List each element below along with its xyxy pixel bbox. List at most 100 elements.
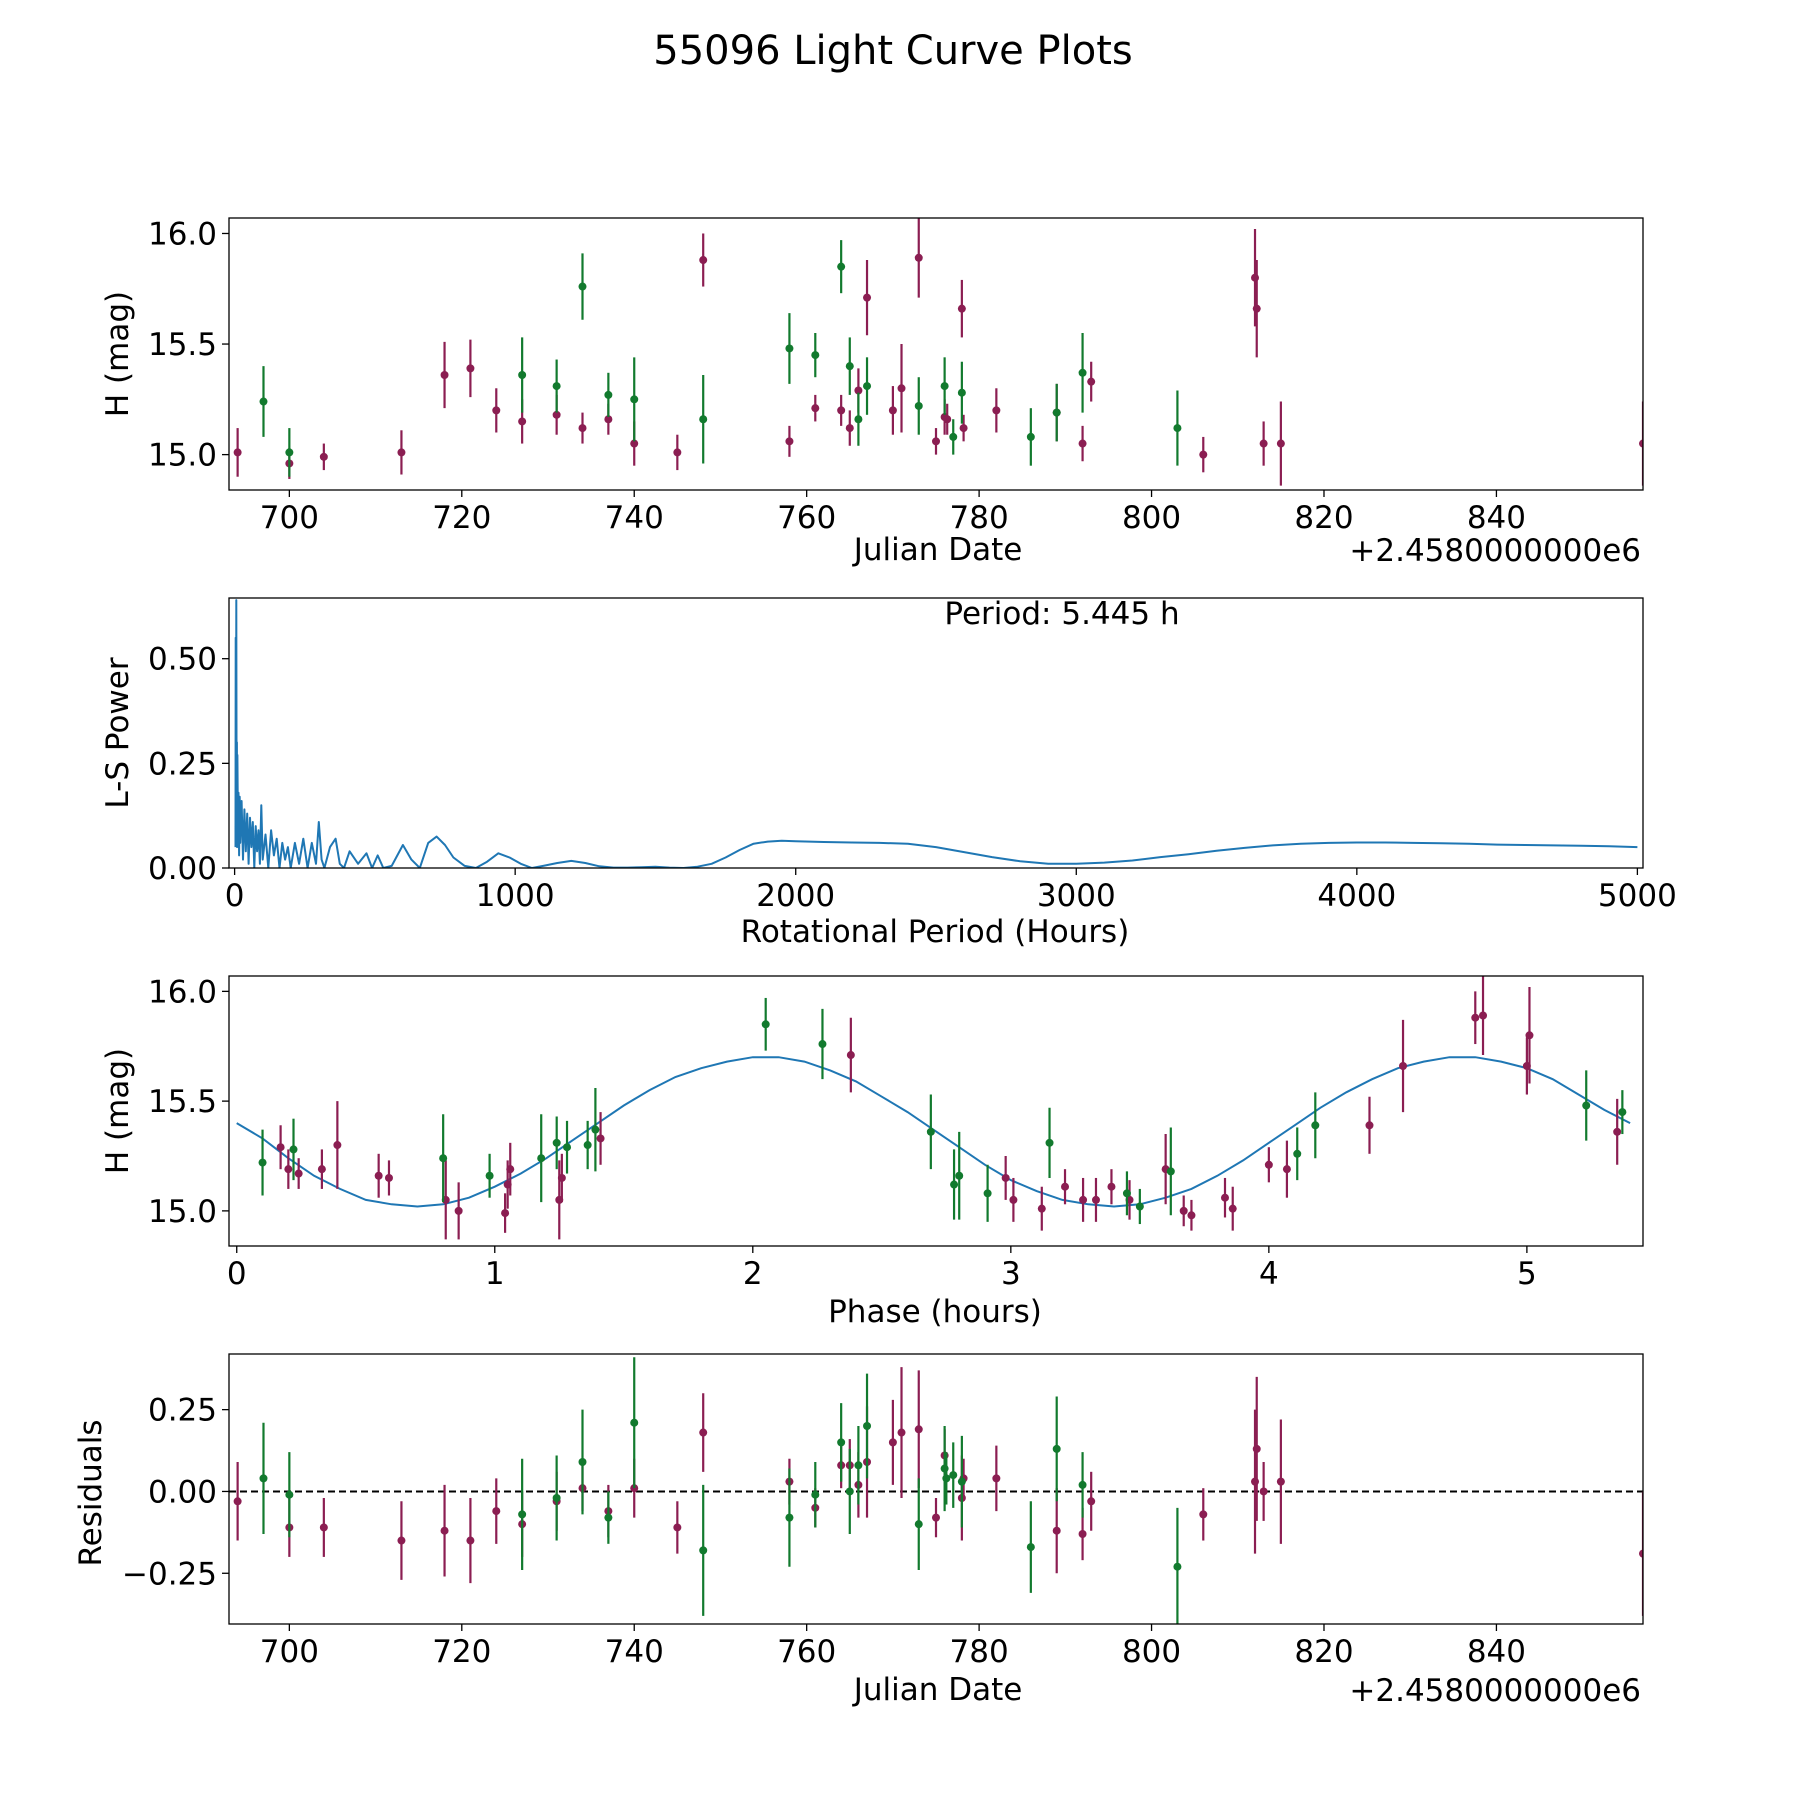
phased-ytick-label: 15.5	[148, 1084, 217, 1120]
data-point	[785, 1513, 794, 1522]
data-point	[1087, 377, 1096, 386]
periodogram-xtick-label: 3000	[1037, 878, 1116, 914]
data-point	[699, 1428, 708, 1437]
data-point	[785, 437, 794, 446]
data-point	[845, 1487, 854, 1496]
data-point	[926, 1127, 935, 1136]
residuals-xtick-label: 820	[1294, 1634, 1353, 1670]
data-point	[285, 1490, 294, 1499]
data-point	[811, 1490, 820, 1499]
data-point	[846, 1051, 855, 1060]
data-point	[578, 424, 587, 433]
data-point	[959, 424, 968, 433]
data-point	[1264, 1160, 1273, 1169]
data-point	[914, 253, 923, 262]
data-point	[1399, 1062, 1408, 1070]
residuals-data	[229, 1357, 1643, 1624]
data-point	[1179, 1206, 1188, 1215]
residuals-xtick-label: 720	[432, 1634, 491, 1670]
data-point	[943, 415, 952, 424]
data-point	[518, 417, 527, 426]
data-point	[1037, 1204, 1046, 1213]
periodogram-ytick-label: 0.50	[148, 642, 217, 678]
data-point	[1052, 408, 1061, 417]
data-point	[1365, 1121, 1374, 1130]
data-point	[1220, 1193, 1229, 1202]
data-point	[888, 1438, 897, 1447]
data-point	[942, 1474, 951, 1483]
best-period-annotation: Period: 5.445 h	[944, 596, 1179, 632]
residuals-offset-label: +2.4580000000e6	[1349, 1673, 1641, 1709]
data-point	[384, 1173, 393, 1182]
data-point	[1282, 1165, 1291, 1174]
periodogram-axes-frame	[228, 597, 1644, 869]
figure-title: 55096 Light Curve Plots	[653, 28, 1132, 74]
data-point	[319, 1523, 328, 1532]
periodogram-ytick-label: 0.25	[148, 746, 217, 782]
data-point	[319, 452, 328, 461]
data-point	[992, 1474, 1001, 1483]
lightcurve-axes-frame	[228, 217, 1644, 491]
data-point	[1293, 1149, 1302, 1158]
data-point	[596, 1134, 605, 1143]
data-point	[699, 1546, 708, 1555]
residuals-xtick-label: 840	[1467, 1634, 1526, 1670]
data-point	[518, 371, 527, 380]
lightcurve-xtick-label: 820	[1294, 500, 1353, 536]
data-point	[1199, 1510, 1208, 1519]
data-point	[552, 1494, 561, 1502]
lightcurve-xtick-label: 720	[432, 500, 491, 536]
data-point	[1061, 1182, 1070, 1191]
data-point	[992, 406, 1001, 415]
data-point	[1009, 1195, 1018, 1204]
periodogram-xtick-label: 0	[225, 878, 245, 914]
data-point	[259, 397, 268, 406]
data-point	[949, 1471, 958, 1480]
data-point	[333, 1141, 342, 1150]
periodogram-line	[234, 599, 1638, 868]
periodogram-xtick-label: 1000	[476, 878, 555, 914]
data-point	[1087, 1497, 1096, 1506]
periodogram-xtick-label: 5000	[1598, 878, 1677, 914]
data-point	[466, 364, 475, 373]
data-point	[557, 1173, 566, 1182]
data-point	[957, 1477, 966, 1486]
data-point	[1052, 1526, 1061, 1535]
data-point	[1173, 424, 1182, 433]
data-point	[1525, 1031, 1534, 1040]
data-point	[258, 1158, 267, 1167]
data-point	[761, 1020, 770, 1029]
lightcurve-data	[233, 218, 1643, 486]
data-point	[845, 424, 854, 433]
data-point	[950, 1180, 959, 1189]
data-point	[1276, 1477, 1285, 1486]
data-point	[1259, 1487, 1268, 1496]
data-point	[914, 1520, 923, 1529]
data-point	[485, 1171, 494, 1180]
residuals-xtick-label: 700	[260, 1634, 319, 1670]
data-point	[259, 1474, 268, 1483]
data-point	[1613, 1127, 1622, 1136]
data-point	[1045, 1138, 1054, 1147]
data-point	[897, 384, 906, 393]
data-point	[1078, 1480, 1087, 1489]
residuals-xtick-label: 780	[950, 1634, 1009, 1670]
residuals-panel: Julian Date +2.4580000000e6 Residuals 70…	[73, 1353, 1644, 1709]
lightcurve-xtick-label: 840	[1467, 500, 1526, 536]
data-point	[439, 1154, 448, 1163]
data-point	[1618, 1108, 1627, 1117]
phased-xtick-label: 3	[1001, 1256, 1021, 1292]
phased-axes-frame	[228, 975, 1644, 1247]
lightcurve-panel: Julian Date +2.4580000000e6 H (mag) 700 7…	[100, 216, 1644, 569]
data-point	[397, 448, 406, 457]
data-point	[1091, 1195, 1100, 1204]
data-point	[1582, 1101, 1591, 1110]
data-point	[1026, 432, 1035, 441]
data-point	[837, 1438, 846, 1447]
data-point	[440, 371, 449, 380]
data-point	[818, 1040, 827, 1049]
phased-ytick-label: 16.0	[148, 974, 217, 1010]
lightcurve-ytick-label: 15.0	[148, 438, 217, 474]
data-point	[957, 388, 966, 397]
